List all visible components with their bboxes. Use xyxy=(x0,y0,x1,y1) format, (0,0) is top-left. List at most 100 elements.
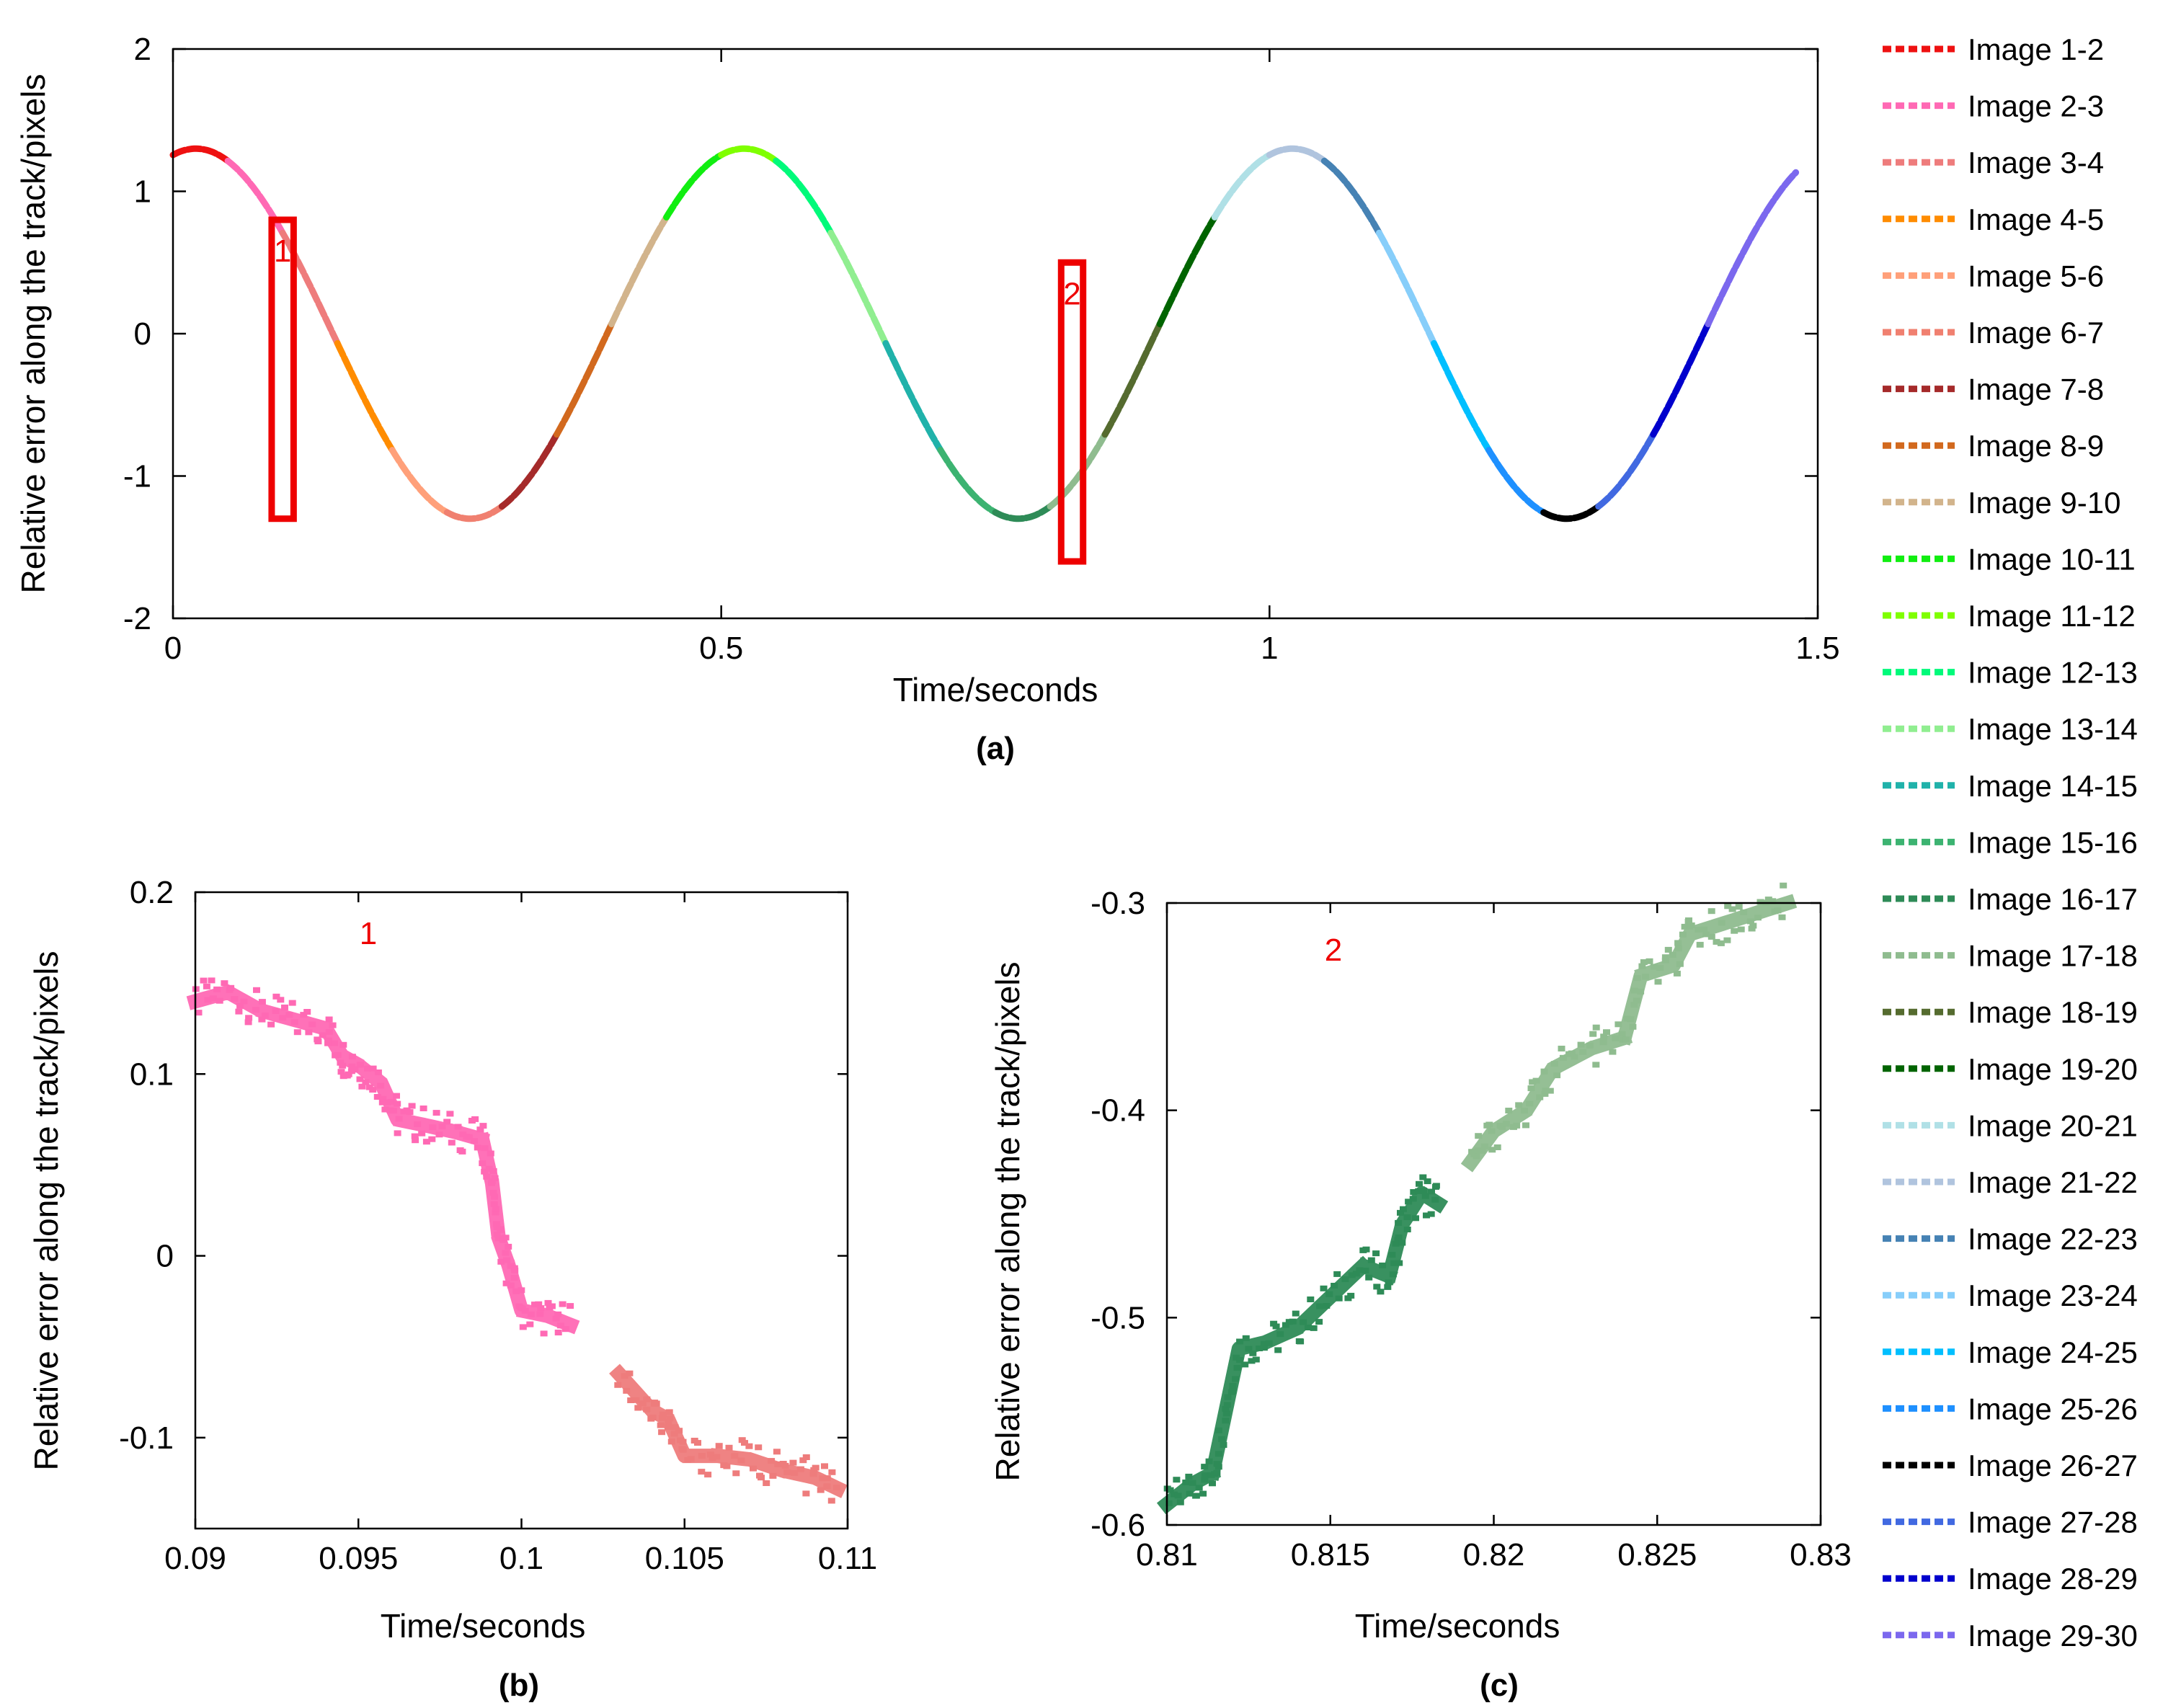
y-tick-label: 0 xyxy=(134,316,151,352)
data-point xyxy=(1718,920,1725,926)
legend-item: Image 27-28 xyxy=(1883,1505,2138,1539)
data-point xyxy=(709,1455,716,1462)
legend-label: Image 10-11 xyxy=(1968,542,2136,576)
y-tick-label: -0.5 xyxy=(1091,1300,1145,1335)
data-point xyxy=(531,1302,538,1308)
data-point xyxy=(649,1414,657,1420)
data-point xyxy=(1403,1227,1411,1232)
data-point xyxy=(1493,1144,1501,1150)
data-point xyxy=(381,1106,389,1113)
data-point xyxy=(1695,927,1702,933)
data-point xyxy=(741,1440,748,1446)
data-point xyxy=(422,1139,430,1145)
data-point xyxy=(1209,1480,1216,1487)
data-point xyxy=(1526,1100,1534,1107)
data-point xyxy=(1389,1271,1397,1278)
data-point xyxy=(244,1019,252,1026)
legend-label: Image 21-22 xyxy=(1968,1165,2138,1199)
y-tick-label: -0.4 xyxy=(1091,1093,1145,1129)
x-tick-label: 0.5 xyxy=(699,631,743,666)
series-line-image-6-7 xyxy=(443,503,505,522)
data-point xyxy=(1480,1143,1488,1149)
legend-item: Image 15-16 xyxy=(1883,825,2138,859)
data-point xyxy=(1558,1046,1565,1051)
data-point xyxy=(325,1016,333,1023)
data-point xyxy=(1432,1183,1440,1189)
data-point xyxy=(1696,941,1704,948)
data-point xyxy=(324,1037,332,1044)
data-point xyxy=(491,1175,499,1181)
data-point xyxy=(1416,1180,1423,1187)
panel-c-label: (c) xyxy=(1480,1668,1519,1703)
data-point xyxy=(1392,1240,1400,1247)
data-point xyxy=(1421,1193,1429,1199)
y-tick-label: 0 xyxy=(156,1239,174,1274)
data-point xyxy=(1236,1338,1244,1345)
series-line-image-23-24 xyxy=(1376,229,1437,347)
panel-a-label: (a) xyxy=(976,731,1015,766)
y-tick-label: 0.2 xyxy=(130,875,174,910)
data-point xyxy=(1185,1473,1193,1480)
data-point xyxy=(1654,979,1662,985)
data-point xyxy=(1769,898,1777,904)
data-point xyxy=(1229,1382,1237,1389)
series-line-image-1-2 xyxy=(169,145,231,164)
data-point xyxy=(489,1190,497,1196)
data-point xyxy=(1676,961,1684,967)
panel-a-xlabel: Time/seconds xyxy=(893,671,1098,708)
data-point xyxy=(1522,1122,1529,1129)
data-point xyxy=(1276,1331,1284,1338)
data-point xyxy=(1415,1188,1423,1194)
data-point xyxy=(670,1431,678,1437)
data-point xyxy=(1630,1002,1638,1008)
data-point xyxy=(1640,959,1648,965)
data-point xyxy=(377,1082,385,1089)
panel-b-xlabel: Time/seconds xyxy=(381,1607,586,1645)
data-point xyxy=(200,977,208,984)
data-point xyxy=(300,1012,308,1018)
data-point xyxy=(1577,1041,1585,1048)
data-point xyxy=(428,1136,436,1142)
series-image-16-17 xyxy=(1156,1174,1449,1515)
legend-label: Image 5-6 xyxy=(1968,259,2104,293)
x-tick-label: 1.5 xyxy=(1795,631,1839,666)
data-point xyxy=(279,1015,287,1021)
data-point xyxy=(706,1451,714,1458)
legend-item: Image 12-13 xyxy=(1883,656,2138,690)
data-point xyxy=(554,1311,562,1317)
data-point xyxy=(1384,1284,1392,1290)
data-point xyxy=(1513,1122,1521,1129)
data-point xyxy=(1390,1260,1398,1266)
data-point xyxy=(1713,938,1720,945)
data-point xyxy=(1764,897,1772,903)
data-point xyxy=(358,1083,366,1090)
data-point xyxy=(554,1330,562,1335)
data-point xyxy=(394,1100,401,1107)
data-point xyxy=(639,1400,647,1407)
data-point xyxy=(339,1041,347,1048)
data-point xyxy=(1656,965,1664,971)
data-point xyxy=(1305,1325,1312,1330)
data-point xyxy=(1428,1188,1435,1195)
data-point xyxy=(704,1472,712,1478)
data-point xyxy=(474,1144,481,1151)
data-point xyxy=(362,1079,370,1085)
data-point xyxy=(395,1116,403,1122)
data-point xyxy=(1189,1480,1196,1486)
data-point xyxy=(1272,1323,1280,1330)
y-tick-label: -1 xyxy=(123,459,151,494)
data-point xyxy=(314,1038,322,1045)
data-point xyxy=(281,1004,288,1010)
data-point xyxy=(1542,1087,1550,1094)
data-point xyxy=(492,1221,500,1227)
data-point xyxy=(253,987,260,993)
data-point xyxy=(789,1459,797,1466)
data-point xyxy=(1165,1500,1173,1506)
data-point xyxy=(503,1257,511,1263)
data-point xyxy=(1229,1388,1237,1395)
data-point xyxy=(527,1311,535,1317)
data-point xyxy=(497,1226,504,1232)
data-point xyxy=(446,1111,454,1117)
data-point xyxy=(414,1121,422,1127)
